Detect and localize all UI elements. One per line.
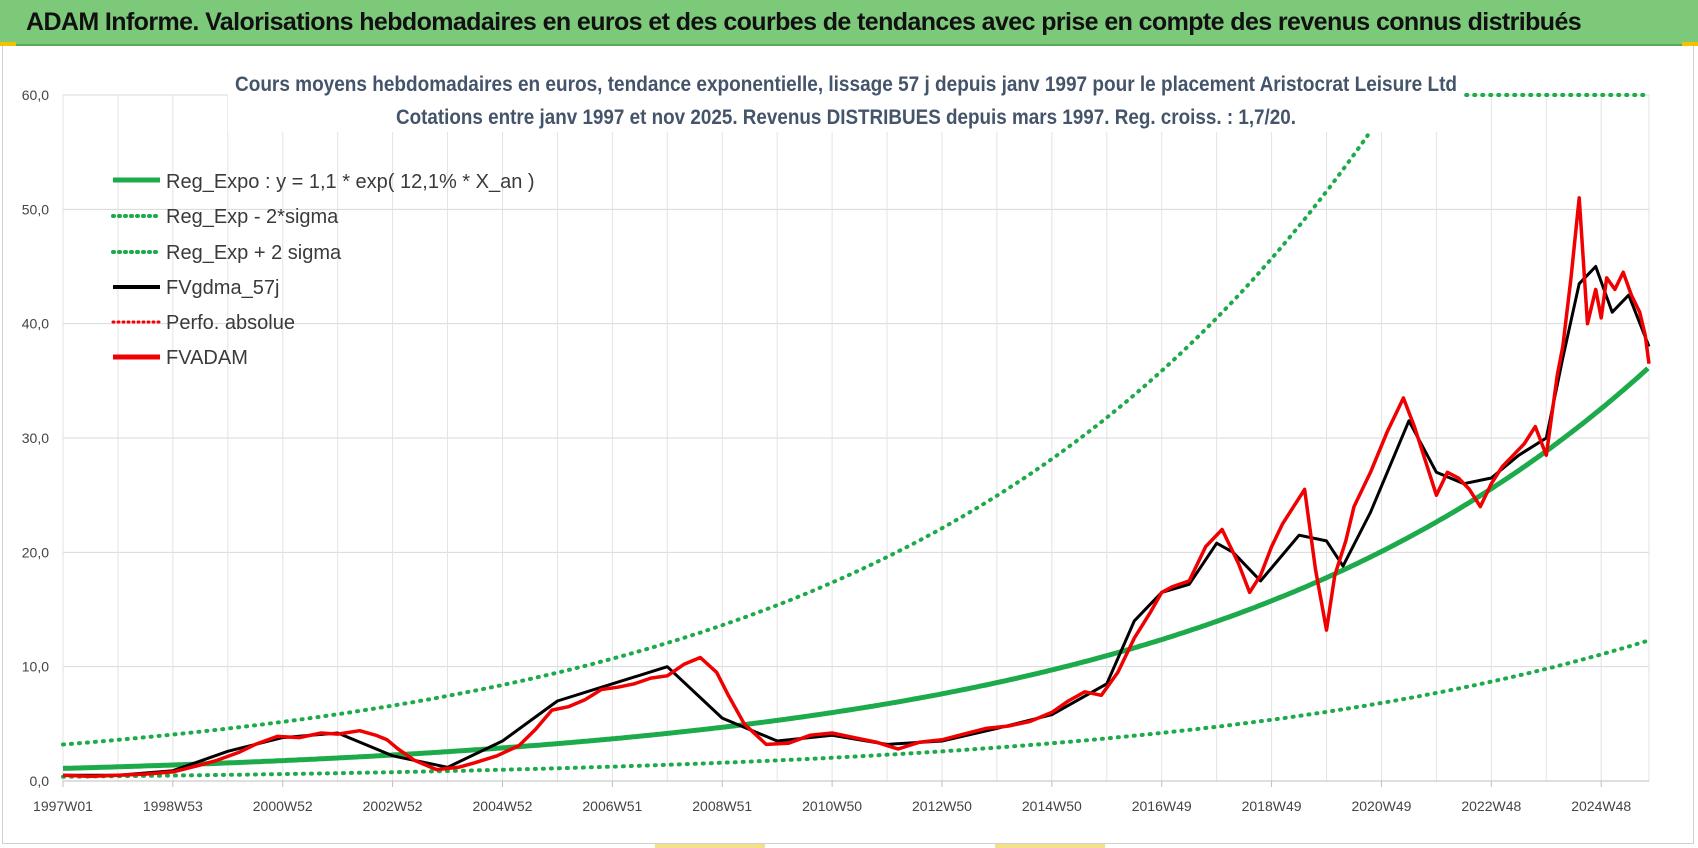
y-tick-label: 20,0 <box>22 544 49 560</box>
x-tick-label: 1997W01 <box>33 798 93 814</box>
series-reg-minus-2sigma <box>61 638 1650 779</box>
x-tick-label: 2018W49 <box>1242 798 1302 814</box>
legend-label-fvgdma: FVgdma_57j <box>166 277 279 299</box>
x-tick-label: 2008W51 <box>692 798 752 814</box>
report-title: ADAM Informe. Valorisations hebdomadaire… <box>26 8 1582 36</box>
x-tick-label: 2020W49 <box>1351 798 1411 814</box>
x-axis-labels: 1997W01 1998W53 2000W52 2002W52 2004W52 2006W… <box>33 798 1631 814</box>
legend-label-perfo: Perfo. absolue <box>166 312 295 334</box>
x-tick-label: 2024W48 <box>1571 798 1631 814</box>
y-tick-label: 40,0 <box>22 316 49 332</box>
x-tick-label: 2002W52 <box>363 798 423 814</box>
legend-label-reg-plus: Reg_Exp + 2 sigma <box>166 242 342 264</box>
report-header: ADAM Informe. Valorisations hebdomadaire… <box>0 0 1698 46</box>
bottom-tab-right <box>995 844 1105 848</box>
y-tick-label: 50,0 <box>22 201 49 217</box>
chart-title: Cours moyens hebdomadaires en euros, ten… <box>235 73 1457 96</box>
legend-label-reg-minus: Reg_Exp - 2*sigma <box>166 206 339 228</box>
x-tick-label: 2004W52 <box>473 798 533 814</box>
y-tick-label: 0,0 <box>30 773 50 789</box>
x-tick-label: 2006W51 <box>582 798 642 814</box>
chart-frame <box>2 46 1694 844</box>
series-reg-plus-2sigma <box>61 133 1370 747</box>
series-layer <box>61 93 1651 779</box>
x-tick-label: 2022W48 <box>1461 798 1521 814</box>
y-tick-label: 30,0 <box>22 430 49 446</box>
x-tick-label: 2014W50 <box>1022 798 1082 814</box>
series-reg-expo <box>62 366 1650 771</box>
title-background <box>228 64 1464 132</box>
legend: Reg_Expo : y = 1,1 * exp( 12,1% * X_an )… <box>111 171 535 369</box>
gridlines <box>62 94 1650 787</box>
x-tick-label: 2016W49 <box>1132 798 1192 814</box>
y-axis-labels: 0,0 10,0 20,0 30,0 40,0 50,0 60,0 <box>22 87 49 789</box>
bottom-tab-left <box>655 844 765 848</box>
legend-label-reg-expo: Reg_Expo : y = 1,1 * exp( 12,1% * X_an ) <box>166 171 535 193</box>
y-tick-label: 10,0 <box>22 659 49 675</box>
y-tick-label: 60,0 <box>22 87 49 103</box>
header-corner-left <box>0 42 16 46</box>
chart-subtitle: Cotations entre janv 1997 et nov 2025. R… <box>396 106 1296 129</box>
x-tick-label: 2012W50 <box>912 798 972 814</box>
legend-label-fvadam: FVADAM <box>166 347 248 369</box>
series-fvgdma-57j <box>63 265 1651 777</box>
x-tick-label: 2000W52 <box>253 798 313 814</box>
x-tick-label: 2010W50 <box>802 798 862 814</box>
series-fvadam <box>62 196 1651 779</box>
x-tick-label: 1998W53 <box>143 798 203 814</box>
header-corner-right <box>1682 42 1698 46</box>
